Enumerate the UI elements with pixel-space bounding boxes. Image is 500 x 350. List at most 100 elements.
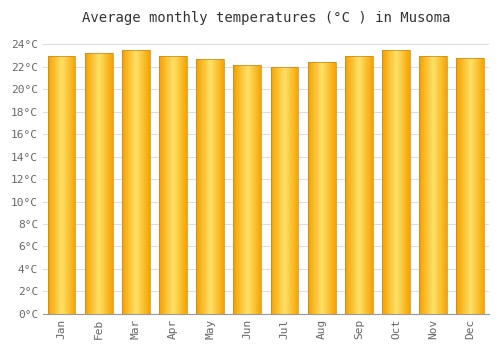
Bar	[475, 58, 476, 314]
Bar	[354, 56, 356, 314]
Bar	[52, 56, 53, 314]
Bar	[467, 58, 468, 314]
Bar	[136, 50, 138, 314]
Bar	[248, 65, 250, 314]
Bar	[311, 62, 312, 314]
Bar	[351, 56, 352, 314]
Bar	[172, 56, 173, 314]
Bar	[426, 56, 427, 314]
Bar	[392, 50, 393, 314]
Bar	[63, 56, 64, 314]
Bar	[101, 54, 102, 314]
Bar	[240, 65, 241, 314]
Bar	[109, 54, 110, 314]
Bar	[462, 58, 464, 314]
Bar	[438, 56, 440, 314]
Bar	[254, 65, 255, 314]
Bar	[295, 67, 296, 314]
Bar	[406, 50, 407, 314]
Bar	[328, 62, 330, 314]
Bar	[198, 59, 199, 314]
Bar	[75, 56, 76, 314]
Bar	[326, 62, 327, 314]
Bar	[177, 56, 178, 314]
Bar	[95, 54, 96, 314]
Bar	[469, 58, 470, 314]
Bar	[234, 65, 235, 314]
Bar	[93, 54, 94, 314]
Bar	[360, 56, 361, 314]
Bar	[204, 59, 206, 314]
Bar	[200, 59, 201, 314]
Bar	[184, 56, 185, 314]
Bar	[48, 56, 76, 314]
Bar	[429, 56, 430, 314]
Bar	[96, 54, 98, 314]
Bar	[197, 59, 198, 314]
Bar	[159, 56, 160, 314]
Bar	[361, 56, 362, 314]
Bar	[167, 56, 168, 314]
Bar	[122, 50, 150, 314]
Bar	[456, 58, 457, 314]
Bar	[50, 56, 51, 314]
Bar	[260, 65, 262, 314]
Bar	[408, 50, 409, 314]
Bar	[212, 59, 213, 314]
Bar	[483, 58, 484, 314]
Bar	[407, 50, 408, 314]
Bar	[316, 62, 317, 314]
Bar	[86, 54, 87, 314]
Bar	[170, 56, 171, 314]
Bar	[457, 58, 458, 314]
Bar	[201, 59, 202, 314]
Bar	[349, 56, 350, 314]
Bar	[144, 50, 145, 314]
Bar	[169, 56, 170, 314]
Bar	[173, 56, 174, 314]
Bar	[345, 56, 346, 314]
Bar	[290, 67, 291, 314]
Bar	[466, 58, 467, 314]
Bar	[176, 56, 177, 314]
Bar	[385, 50, 386, 314]
Bar	[208, 59, 209, 314]
Bar	[284, 67, 285, 314]
Bar	[168, 56, 169, 314]
Bar	[100, 54, 101, 314]
Bar	[130, 50, 131, 314]
Bar	[441, 56, 442, 314]
Bar	[440, 56, 441, 314]
Bar	[389, 50, 390, 314]
Bar	[61, 56, 62, 314]
Bar	[236, 65, 237, 314]
Bar	[244, 65, 246, 314]
Bar	[185, 56, 186, 314]
Bar	[308, 62, 309, 314]
Bar	[178, 56, 180, 314]
Bar	[131, 50, 132, 314]
Bar	[124, 50, 126, 314]
Bar	[346, 56, 347, 314]
Bar	[258, 65, 259, 314]
Bar	[175, 56, 176, 314]
Bar	[159, 56, 187, 314]
Bar	[89, 54, 90, 314]
Bar	[433, 56, 434, 314]
Bar	[74, 56, 75, 314]
Bar	[348, 56, 349, 314]
Bar	[270, 67, 272, 314]
Bar	[276, 67, 277, 314]
Bar	[352, 56, 354, 314]
Bar	[422, 56, 424, 314]
Bar	[335, 62, 336, 314]
Bar	[345, 56, 373, 314]
Bar	[332, 62, 333, 314]
Bar	[443, 56, 444, 314]
Bar	[202, 59, 203, 314]
Bar	[108, 54, 109, 314]
Bar	[436, 56, 438, 314]
Bar	[122, 50, 124, 314]
Bar	[478, 58, 480, 314]
Bar	[106, 54, 107, 314]
